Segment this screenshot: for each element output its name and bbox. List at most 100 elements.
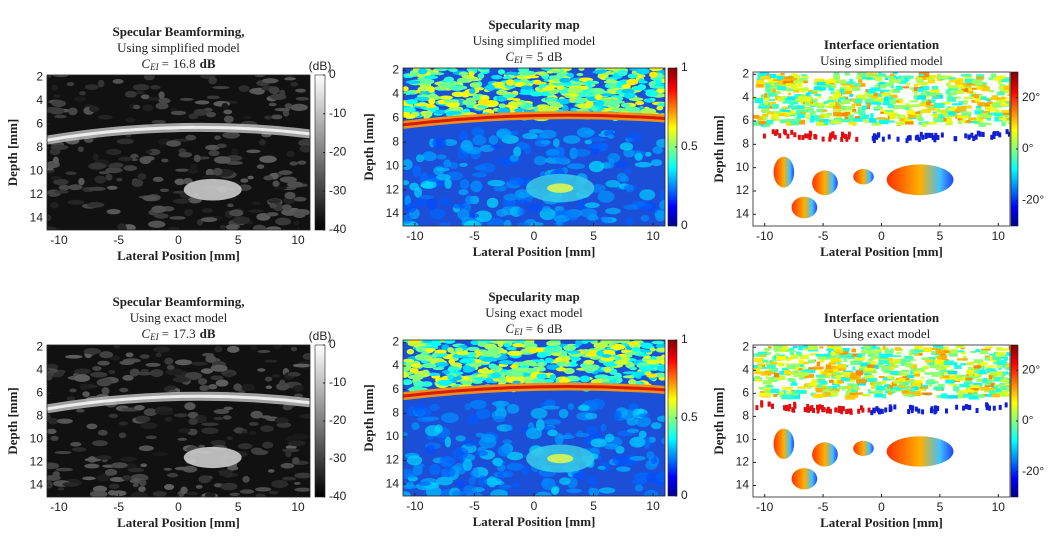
image-texture [816,361,821,367]
image-texture [842,371,853,376]
chart-title: Using simplified model [820,53,943,68]
image-texture [906,386,910,390]
image-texture [820,404,824,410]
image-texture [403,86,409,92]
metric-unit: dB [200,56,216,71]
image-texture [1008,389,1010,392]
image-texture [477,72,485,79]
image-texture [817,375,823,380]
image-texture [765,360,775,366]
image-texture [833,72,840,76]
image-texture [92,366,102,372]
image-texture [68,184,83,191]
image-texture [292,457,300,465]
image-texture [981,366,985,371]
image-texture [963,76,972,79]
image-texture [555,155,568,163]
image-texture [889,115,897,120]
image-texture [614,372,622,380]
image-texture [603,366,612,373]
image-texture [268,198,281,204]
image-texture [762,387,771,390]
image-texture [759,366,767,370]
image-texture [771,110,782,115]
image-texture [152,176,164,182]
image-texture [996,130,1000,136]
image-texture [448,358,456,365]
image-texture [250,447,264,454]
image-texture [873,134,877,140]
image-texture [953,136,957,142]
image-texture [799,354,809,360]
image-texture [269,93,287,101]
image-texture [773,428,795,459]
image-texture [947,85,959,88]
image-texture [477,99,491,106]
image-texture [269,202,277,209]
image-texture [851,383,858,387]
image-texture [875,406,879,412]
image-texture [805,114,810,120]
chart-title: Specular Beamforming, [113,294,245,309]
image-texture [498,103,506,109]
image-texture [256,164,265,170]
image-texture [757,351,767,357]
y-tick-label: 10 [30,163,44,177]
image-texture [998,371,1003,376]
image-texture [980,96,987,101]
image-texture [893,100,900,103]
image-texture [205,144,220,151]
image-texture [854,386,858,391]
image-texture [649,85,665,89]
image-texture [835,79,847,84]
image-texture [945,379,955,384]
image-texture [659,190,665,202]
image-texture [455,375,462,381]
image-texture [552,70,559,74]
image-texture [922,386,927,392]
image-texture [919,131,923,137]
image-texture [983,377,988,383]
y-tick-label: 2 [392,63,399,77]
image-texture [976,378,986,383]
image-texture [896,114,901,119]
image-texture [768,346,772,349]
image-texture [54,190,69,194]
y-tick-label: 12 [736,183,750,197]
image-texture [68,107,78,116]
image-texture [757,73,766,79]
image-texture [851,348,857,353]
image-texture [964,378,973,383]
image-texture [560,350,568,357]
image-texture [201,427,219,434]
image-texture [405,481,415,489]
image-texture [987,106,995,112]
image-texture [830,365,836,370]
image-texture [902,75,914,79]
image-texture [302,353,310,360]
image-texture [812,407,816,413]
image-texture [791,73,798,79]
image-texture [74,368,92,375]
image-texture [847,114,854,119]
image-texture [416,416,435,423]
image-texture [1001,109,1010,114]
image-texture [893,358,902,364]
image-texture [905,103,911,108]
image-texture [47,373,53,381]
image-texture [508,101,523,106]
image-texture [881,97,891,103]
image-texture [496,128,512,140]
image-texture [403,491,411,496]
image-texture [872,407,876,413]
image-texture [976,114,981,118]
image-texture [133,104,141,110]
image-texture [790,120,800,126]
image-texture [410,363,422,368]
image-texture [597,465,606,470]
image-texture [801,366,806,370]
image-texture [988,390,997,395]
image-texture [975,76,985,80]
image-texture [865,368,876,374]
colorbar-tick-label: -40 [329,489,347,503]
